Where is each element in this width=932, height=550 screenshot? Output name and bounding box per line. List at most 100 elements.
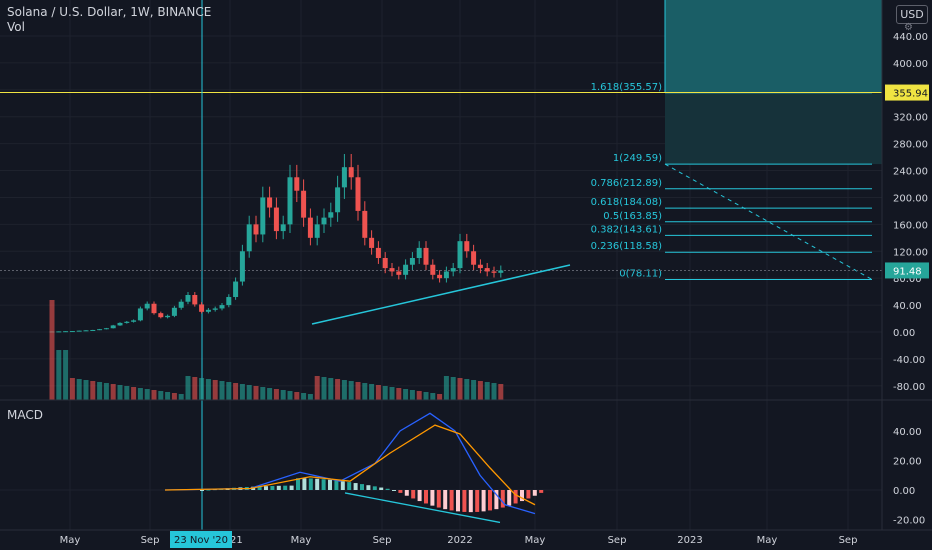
volume-bar xyxy=(348,381,354,400)
candle-body xyxy=(389,268,395,272)
price-axis-tick: 280.00 xyxy=(893,140,928,151)
macd-histogram-bar xyxy=(481,490,486,512)
macd-histogram-bar xyxy=(385,488,390,490)
macd-histogram-bar xyxy=(366,485,371,490)
macd-histogram-bar xyxy=(200,490,204,491)
fib-extension-zone-lower xyxy=(665,92,882,165)
volume-bar xyxy=(341,380,347,400)
fib-level-label: 0.5(163.85) xyxy=(603,211,662,222)
time-axis-label: Sep xyxy=(373,535,392,546)
candle-body xyxy=(219,305,225,309)
price-axis-tick: 320.00 xyxy=(893,113,928,124)
candle-body xyxy=(355,177,361,211)
volume-bar xyxy=(103,383,109,400)
macd-histogram-bar xyxy=(302,478,307,490)
price-axis-tick: 40.00 xyxy=(893,301,922,312)
volume-bar xyxy=(437,394,443,400)
candle-body xyxy=(396,271,402,275)
candle-body xyxy=(280,224,286,232)
volume-bar xyxy=(396,388,402,400)
volume-bar xyxy=(273,389,279,400)
macd-histogram-bar xyxy=(449,490,454,511)
macd-histogram-bar xyxy=(270,485,275,490)
volume-bar xyxy=(484,382,490,400)
volume-bar xyxy=(205,379,211,400)
volume-bar xyxy=(375,385,381,400)
volume-bar xyxy=(369,384,375,400)
volume-bar xyxy=(287,391,293,400)
fib-level-label: 0.382(143.61) xyxy=(591,224,663,235)
volume-bar xyxy=(477,381,483,400)
macd-histogram-bar xyxy=(488,490,492,511)
chart-title[interactable]: Solana / U.S. Dollar, 1W, BINANCE xyxy=(7,5,212,19)
volume-bar xyxy=(335,379,341,400)
candle-body xyxy=(246,224,252,252)
volume-indicator-label[interactable]: Vol xyxy=(7,20,25,34)
gear-icon[interactable]: ⚙ xyxy=(904,22,913,33)
candle-body xyxy=(423,247,429,265)
price-axis-tick: 0.00 xyxy=(893,328,915,339)
price-axis-tick: 80.00 xyxy=(893,274,922,285)
candle-body xyxy=(369,237,375,248)
volume-bar xyxy=(199,378,205,400)
currency-button[interactable]: USD xyxy=(896,5,928,24)
candle-body xyxy=(131,320,137,322)
price-axis-tick: -80.00 xyxy=(893,382,925,393)
time-axis-label: 2023 xyxy=(677,535,702,546)
macd-histogram-bar xyxy=(340,481,345,490)
macd-histogram-bar xyxy=(289,485,294,490)
volume-bar xyxy=(233,383,239,400)
fib-level-label: 0.618(184.08) xyxy=(591,197,663,208)
macd-indicator-label[interactable]: MACD xyxy=(7,408,43,422)
crosshair-date-label: 23 Nov '20 xyxy=(174,535,228,546)
candle-body xyxy=(158,313,164,318)
macd-histogram-bar xyxy=(379,487,384,490)
macd-histogram-bar xyxy=(507,490,512,506)
macd-histogram-bar xyxy=(360,484,364,490)
candle-body xyxy=(491,271,497,273)
candle-body xyxy=(97,329,103,331)
fib-level-label: 1(249.59) xyxy=(613,153,662,164)
price-axis-tick: 160.00 xyxy=(893,220,928,231)
macd-axis-tick: 20.00 xyxy=(893,457,922,468)
candle-body xyxy=(471,251,477,265)
candle-body xyxy=(348,167,354,178)
candle-body xyxy=(76,330,82,332)
macd-histogram-bar xyxy=(494,490,499,510)
candle-body xyxy=(117,322,123,326)
price-tag-last: 91.48 xyxy=(893,266,922,277)
price-axis-tick: 240.00 xyxy=(893,167,928,178)
volume-bar xyxy=(328,378,334,400)
volume-bar xyxy=(294,392,300,400)
price-axis-tick: 400.00 xyxy=(893,59,928,70)
volume-bar xyxy=(83,380,89,400)
candle-body xyxy=(307,217,313,238)
candle-body xyxy=(498,270,504,273)
candle-body xyxy=(321,217,327,225)
macd-histogram-bar xyxy=(430,490,435,506)
volume-bar xyxy=(165,392,171,400)
candle-body xyxy=(110,325,116,329)
candle-body xyxy=(233,281,239,298)
candle-body xyxy=(205,309,211,312)
volume-bar xyxy=(409,390,415,400)
macd-histogram-bar xyxy=(398,490,403,493)
volume-bar xyxy=(171,393,177,400)
macd-histogram-bar xyxy=(475,490,480,512)
candle-body xyxy=(301,190,307,218)
volume-bar xyxy=(144,389,150,400)
volume-bar xyxy=(110,384,116,400)
candle-body xyxy=(375,247,381,258)
candle-body xyxy=(430,264,436,275)
volume-bar xyxy=(471,380,477,400)
macd-histogram-bar xyxy=(353,483,358,490)
macd-histogram-bar xyxy=(513,490,518,504)
macd-histogram-bar xyxy=(462,490,467,512)
candle-body xyxy=(253,224,259,235)
time-axis-label: May xyxy=(60,535,81,546)
candle-body xyxy=(437,274,443,279)
fib-level-label: 0(78.11) xyxy=(619,268,662,279)
volume-bar xyxy=(226,382,232,400)
macd-histogram-bar xyxy=(264,486,268,490)
